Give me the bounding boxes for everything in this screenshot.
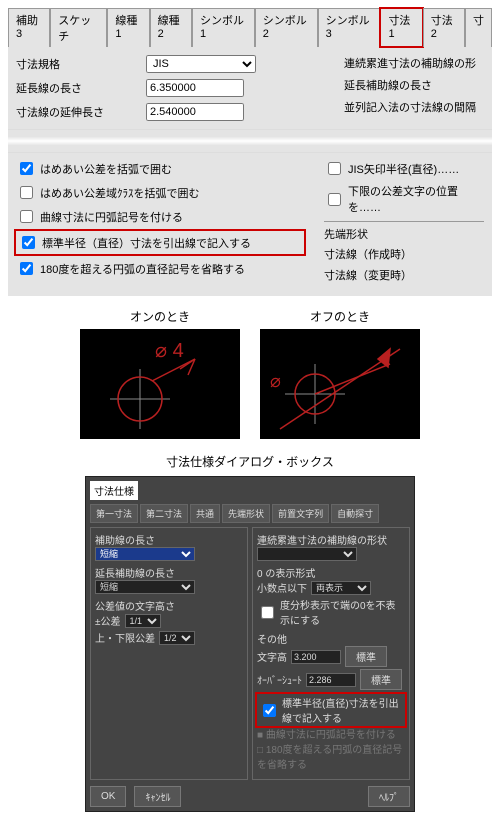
checkbox-right-0[interactable] (328, 162, 341, 175)
on-example: オンのとき ⌀ 4 (80, 308, 240, 439)
content-omitted-indicator (8, 129, 492, 153)
check-row-left-3: 標準半径（直径）寸法を引出線で記入する (16, 231, 304, 254)
select-tol-upperlower[interactable]: 1/2 (159, 631, 195, 645)
select-aux-length[interactable]: 短縮 (95, 547, 195, 561)
dim-option-1: ■ 曲線寸法に円弧記号を付ける (257, 726, 405, 741)
row-aux-length: 補助線の長さ 短縮 (95, 532, 243, 561)
input-overshoot[interactable] (306, 673, 356, 687)
onoff-comparison: オンのとき ⌀ 4 オフのとき (8, 308, 492, 439)
tip-shape-group: 先端形状 寸法線（作成時） 寸法線（変更時） (324, 221, 484, 283)
svg-text:⌀ 4: ⌀ 4 (155, 340, 184, 362)
dim-option-2: □ 180度を超える円弧の直径記号を省略する (257, 741, 405, 771)
page-container: 補助3スケッチ線種1線種2シンボル1シンボル2シンボル3寸法1寸法2寸 寸法規格… (0, 0, 500, 820)
btn-texth-std[interactable]: 標準 (345, 646, 387, 667)
dialog-button-row: OK ｷｬﾝｾﾙ ﾍﾙﾌﾟ (90, 786, 410, 807)
checkbox-left-0[interactable] (20, 162, 33, 175)
check-leader-radius[interactable] (263, 704, 276, 717)
tab-6[interactable]: シンボル3 (318, 8, 381, 47)
label-right-2: 延長補助線の長さ (344, 77, 432, 93)
help-button[interactable]: ﾍﾙﾌﾟ (368, 786, 410, 807)
dimension-spec-dialog: 寸法仕様 第一寸法第二寸法共通先端形状前置文字列自動探寸 補助線の長さ 短縮 延… (85, 476, 415, 812)
dialog-body: 補助線の長さ 短縮 延長補助線の長さ 短縮 公差値の文字高さ ±公差 1/1 上… (90, 527, 410, 780)
on-cad-view: ⌀ 4 (80, 329, 240, 439)
label-dimension-standard: 寸法規格 (16, 56, 136, 72)
form-left-column: 寸法規格 JIS 延長線の長さ 寸法線の延伸長さ (16, 55, 324, 127)
checks-right-column: JIS矢印半径(直径)…… 下限の公差文字の位置を…… 先端形状 寸法線（作成時）… (324, 159, 484, 288)
row-extension-length: 延長線の長さ (16, 79, 324, 97)
check-row-right-1: 下限の公差文字の位置を…… (324, 183, 484, 215)
dialog-tab-5[interactable]: 自動探寸 (331, 504, 379, 523)
dialog-tab-bar: 第一寸法第二寸法共通先端形状前置文字列自動探寸 (90, 504, 410, 523)
check-row-left-1: はめあい公差域ｸﾗｽを括弧で囲む (16, 183, 304, 202)
checkbox-left-2[interactable] (20, 210, 33, 223)
input-extension-length[interactable] (146, 79, 244, 97)
dialog-tab-2[interactable]: 共通 (190, 504, 220, 523)
check-row-right-0: JIS矢印半径(直径)…… (324, 159, 484, 178)
dialog-left-col: 補助線の長さ 短縮 延長補助線の長さ 短縮 公差値の文字高さ ±公差 1/1 上… (90, 527, 248, 780)
dialog-titlebar: 寸法仕様 (90, 481, 138, 500)
label-dimline-extend: 寸法線の延伸長さ (16, 104, 136, 120)
input-text-height[interactable] (291, 650, 341, 664)
check-row-left-2: 曲線寸法に円弧記号を付ける (16, 207, 304, 226)
check-dms-zero[interactable] (261, 606, 274, 619)
off-title: オフのとき (260, 308, 420, 325)
check-row-left-4: 180度を超える円弧の直径記号を省略する (16, 259, 304, 278)
tab-4[interactable]: シンボル1 (192, 8, 255, 47)
checkbox-left-3[interactable] (22, 236, 35, 249)
checkbox-right-1[interactable] (328, 193, 341, 206)
select-ext-aux-length[interactable]: 短縮 (95, 580, 195, 594)
cancel-button[interactable]: ｷｬﾝｾﾙ (134, 786, 181, 807)
tab-9[interactable]: 寸 (465, 8, 492, 47)
form-right-column: 連続累進寸法の補助線の形 延長補助線の長さ 並列記入法の寸法線の間隔 (344, 55, 484, 127)
select-tol-plusminus[interactable]: 1/1 (125, 614, 161, 628)
tip-shape-legend: 先端形状 (324, 226, 484, 242)
off-example: オフのとき ⌀ (260, 308, 420, 439)
select-dimension-standard[interactable]: JIS (146, 55, 256, 73)
label-extension-length: 延長線の長さ (16, 80, 136, 96)
label-right-3: 並列記入法の寸法線の間隔 (344, 99, 476, 115)
row-tolerance: 公差値の文字高さ ±公差 1/1 上・下限公差 1/2 (95, 598, 243, 645)
highlighted-leader-checkbox: 標準半径(直径)寸法を引出線で記入する (257, 694, 405, 726)
dialog-right-col: 連続累進寸法の補助線の形状 0 の表示形式 小数点以下 両表示 度分秒表示で端の… (252, 527, 410, 780)
form-area: 寸法規格 JIS 延長線の長さ 寸法線の延伸長さ 連続累進寸法の補助線の形 延長… (8, 47, 492, 129)
on-title: オンのとき (80, 308, 240, 325)
tab-5[interactable]: シンボル2 (255, 8, 318, 47)
row-dimline-extend: 寸法線の延伸長さ (16, 103, 324, 121)
label-right-1: 連続累進寸法の補助線の形 (344, 55, 476, 71)
ok-button[interactable]: OK (90, 786, 126, 807)
dialog-tab-4[interactable]: 前置文字列 (272, 504, 329, 523)
input-dimline-extend[interactable] (146, 103, 244, 121)
btn-over-std[interactable]: 標準 (360, 669, 402, 690)
select-decimal-display[interactable]: 両表示 (311, 581, 371, 595)
checkbox-left-4[interactable] (20, 262, 33, 275)
row-dimension-standard: 寸法規格 JIS (16, 55, 324, 73)
svg-text:⌀: ⌀ (270, 371, 281, 391)
tab-7[interactable]: 寸法1 (380, 8, 422, 47)
top-settings-panel: 補助3スケッチ線種1線種2シンボル1シンボル2シンボル3寸法1寸法2寸 寸法規格… (8, 8, 492, 296)
dialog-tab-1[interactable]: 第二寸法 (140, 504, 188, 523)
tab-3[interactable]: 線種2 (150, 8, 192, 47)
label-tip-modify: 寸法線（変更時） (324, 267, 412, 283)
dialog-tab-3[interactable]: 先端形状 (222, 504, 270, 523)
checkbox-area: はめあい公差を括弧で囲むはめあい公差域ｸﾗｽを括弧で囲む曲線寸法に円弧記号を付け… (8, 153, 492, 296)
dialog-caption: 寸法仕様ダイアログ・ボックス (8, 453, 492, 470)
label-tip-create: 寸法線（作成時） (324, 246, 412, 262)
off-cad-view: ⌀ (260, 329, 420, 439)
checks-left-column: はめあい公差を括弧で囲むはめあい公差域ｸﾗｽを括弧で囲む曲線寸法に円弧記号を付け… (16, 159, 304, 288)
check-row-left-0: はめあい公差を括弧で囲む (16, 159, 304, 178)
select-progressive-shape[interactable] (257, 547, 357, 561)
tab-8[interactable]: 寸法2 (423, 8, 465, 47)
tab-0[interactable]: 補助3 (8, 8, 50, 47)
dialog-tab-0[interactable]: 第一寸法 (90, 504, 138, 523)
tab-bar: 補助3スケッチ線種1線種2シンボル1シンボル2シンボル3寸法1寸法2寸 (8, 8, 492, 47)
tab-2[interactable]: 線種1 (107, 8, 149, 47)
tab-1[interactable]: スケッチ (50, 8, 107, 47)
row-ext-aux-length: 延長補助線の長さ 短縮 (95, 565, 243, 594)
checkbox-left-1[interactable] (20, 186, 33, 199)
